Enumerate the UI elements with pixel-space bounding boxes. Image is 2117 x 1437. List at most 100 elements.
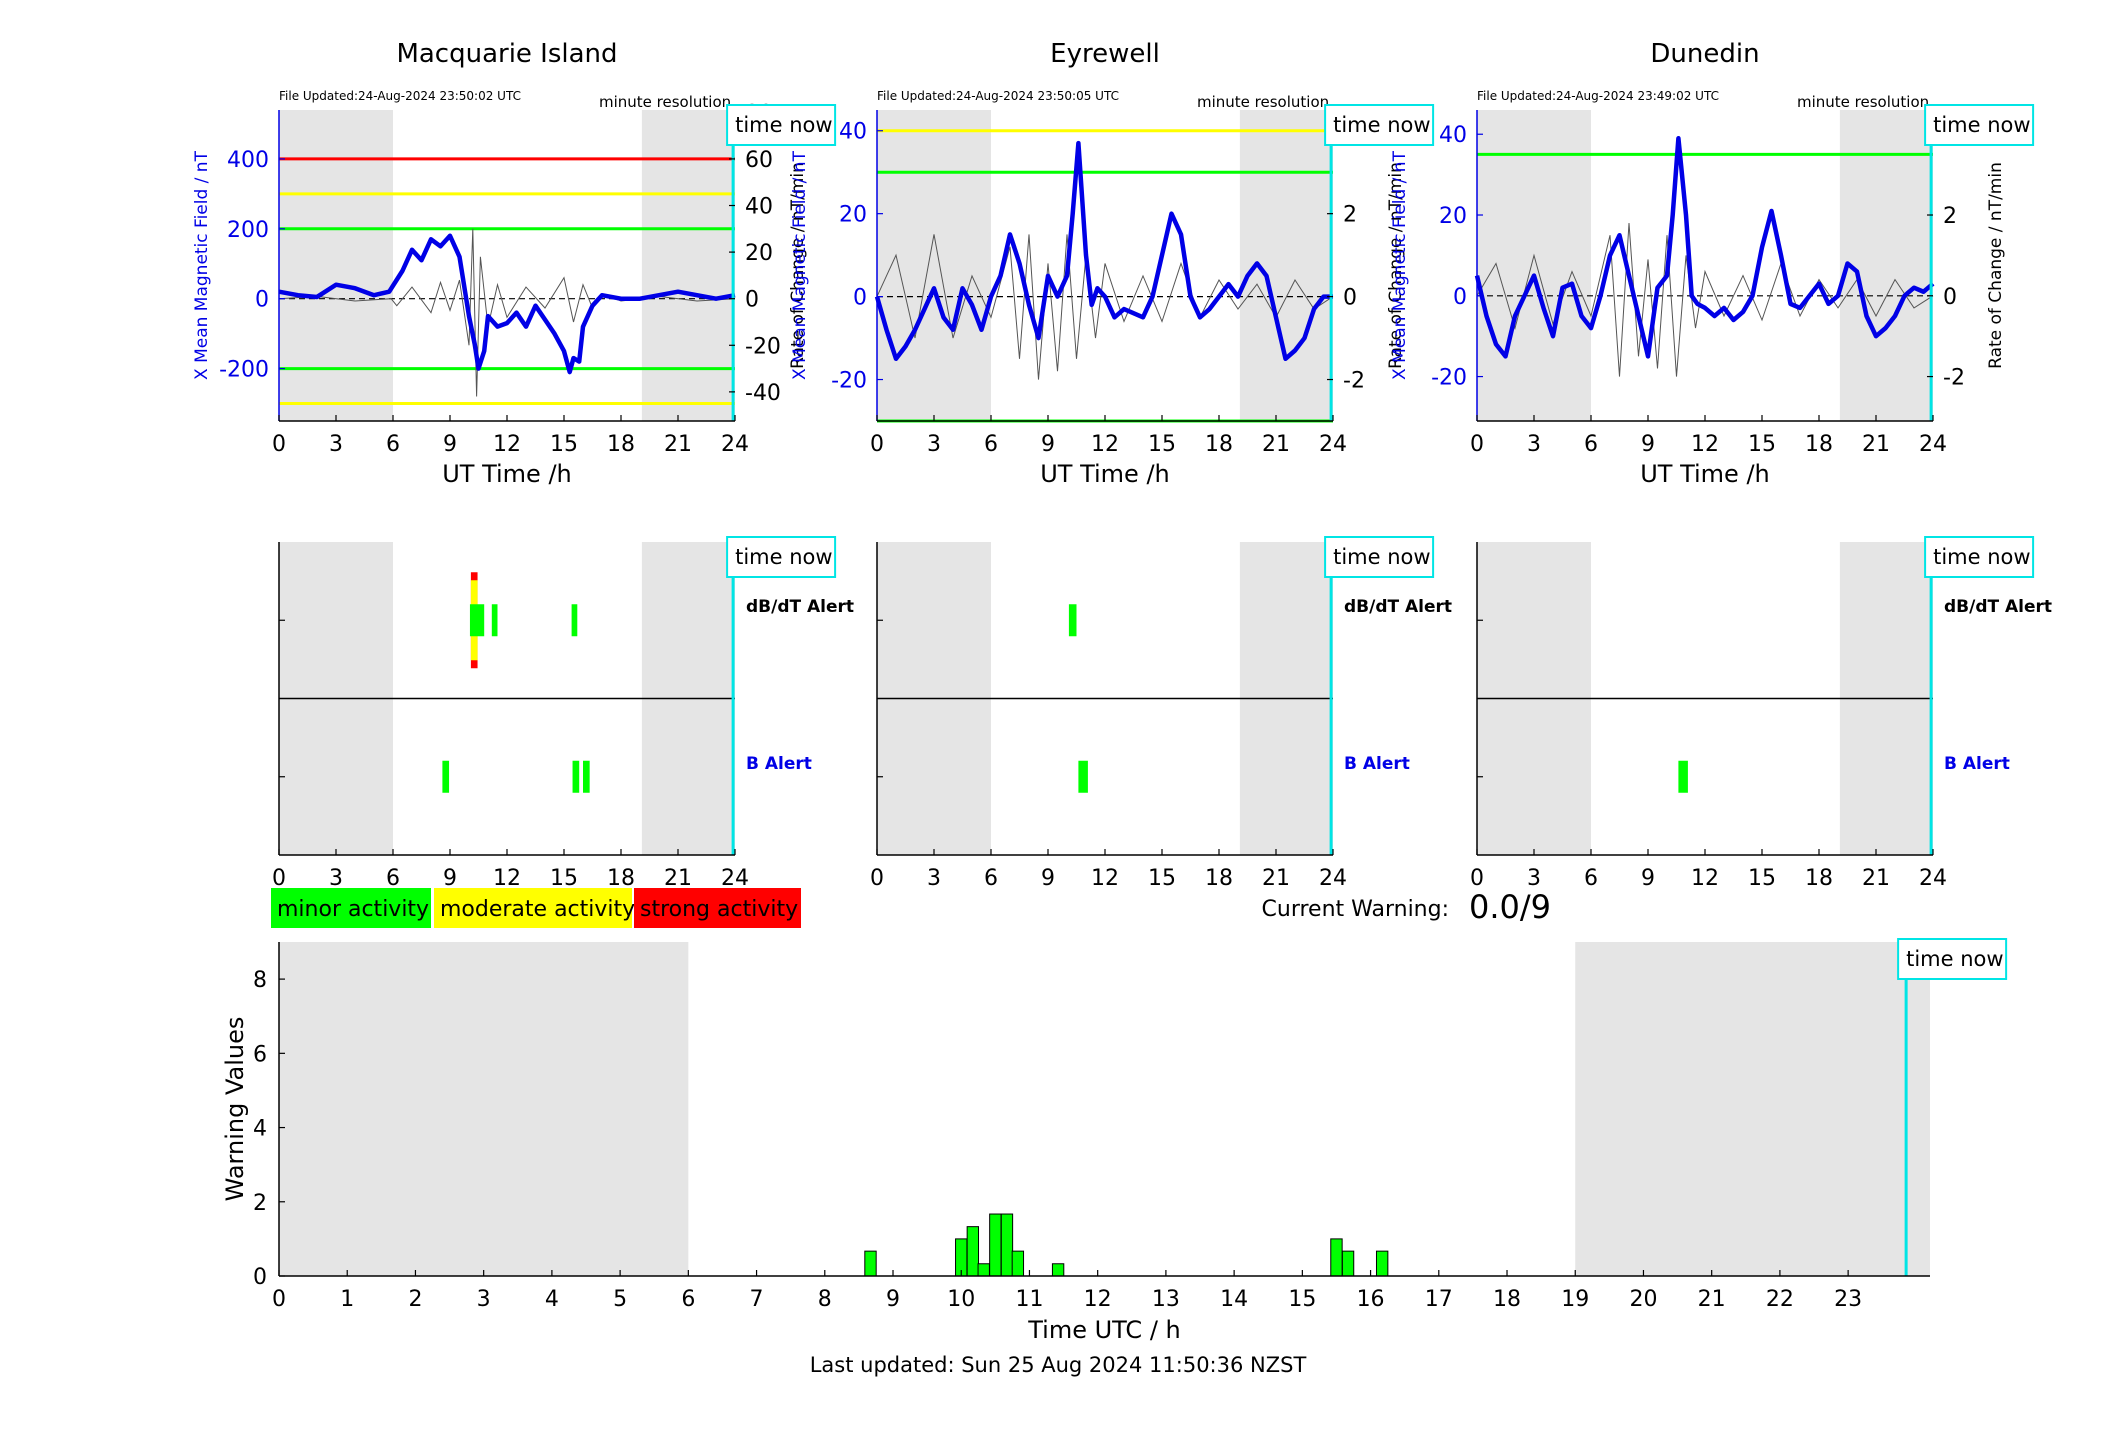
y-right-tick-label: 2: [1343, 203, 1357, 228]
x-axis-label: UT Time /h: [442, 460, 572, 488]
x-tick-label: 5: [613, 1287, 627, 1312]
x-tick-label: 24: [1919, 432, 1947, 457]
time-now-label: time now: [735, 545, 832, 569]
x-tick-label: 15: [1148, 866, 1176, 891]
x-tick-label: 9: [1641, 432, 1655, 457]
x-tick-label: 21: [1862, 866, 1890, 891]
y-right-tick-label: -40: [745, 381, 781, 406]
x-tick-label: 3: [477, 1287, 491, 1312]
x-tick-label: 15: [1148, 432, 1176, 457]
y-right-axis-label: Rate of Change / nT/min: [1386, 162, 1406, 369]
x-tick-label: 0: [1470, 432, 1484, 457]
x-tick-label: 8: [818, 1287, 832, 1312]
legend-swatch-strong: [634, 888, 801, 928]
x-tick-label: 12: [1091, 866, 1119, 891]
y-tick-label: 2: [253, 1191, 267, 1216]
y-right-axis-label: Rate of Change / nT/min: [1986, 162, 2006, 369]
night-shade: [1839, 110, 1933, 421]
y-right-tick-label: 0: [1343, 286, 1357, 311]
x-tick-label: 0: [1470, 866, 1484, 891]
x-tick-label: 11: [1015, 1287, 1043, 1312]
warning-bar: [1011, 1250, 1025, 1277]
y-right-tick-label: -20: [745, 334, 781, 359]
x-tick-label: 24: [1319, 866, 1347, 891]
x-tick-label: 9: [886, 1287, 900, 1312]
x-tick-label: 18: [607, 866, 635, 891]
warning-bar: [977, 1263, 990, 1277]
x-tick-label: 0: [870, 866, 884, 891]
x-tick-label: 18: [1205, 432, 1233, 457]
x-tick-label: 12: [1691, 432, 1719, 457]
station-chart-1: 03691215182124-2002040-2024EyrewellFile …: [790, 39, 1435, 488]
row-label-b: B Alert: [1344, 754, 1410, 774]
time-now-box: [1924, 104, 2035, 146]
x-tick-label: 6: [984, 432, 998, 457]
legend-swatch-minor: [271, 888, 431, 928]
time-now-label: time now: [735, 113, 832, 137]
x-tick-label: 21: [664, 866, 692, 891]
x-tick-label: 24: [721, 432, 749, 457]
x-mean-field-line: [1474, 136, 1935, 359]
x-tick-label: 0: [870, 432, 884, 457]
y-left-axis-label: X Mean Magnetic Field / nT: [790, 150, 810, 380]
time-now-marker: time now: [1897, 938, 2008, 980]
x-tick-label: 0: [272, 432, 286, 457]
alert-bar-minor: [583, 760, 590, 793]
x-tick-label: 7: [750, 1287, 764, 1312]
x-tick-label: 3: [1527, 432, 1541, 457]
alert-chart-1: 0 3 6 9 12 15 18 21 24 dB/dT Alert B Alert time now: [870, 536, 1452, 891]
y-right-tick-label: 2: [1943, 204, 1957, 229]
y-left-tick-label: 0: [853, 286, 867, 311]
x-tick-label: 18: [1805, 432, 1833, 457]
night-shade: [1575, 942, 1930, 1276]
warning-values-chart: 0 1 2 3 4 5 6 7 8 9 10 11 12 13 14 15 16 17 18 19 20 21 22 2302…: [221, 938, 2008, 1344]
x-tick-label: 18: [1205, 866, 1233, 891]
alert-bar-minor: [1078, 760, 1088, 793]
alert-bar-minor: [442, 760, 450, 793]
y-tick-label: 8: [253, 968, 267, 993]
y-left-tick-label: -20: [1431, 366, 1467, 391]
y-left-tick-label: -20: [831, 369, 867, 394]
row-label-b: B Alert: [746, 754, 812, 774]
x-tick-label: 6: [984, 866, 998, 891]
y-right-tick-label: 0: [1943, 285, 1957, 310]
resolution-label: minute resolution: [1797, 93, 1929, 111]
y-tick-label: 6: [253, 1042, 267, 1067]
x-tick-label: 16: [1357, 1287, 1385, 1312]
x-tick-label: 18: [1493, 1287, 1521, 1312]
last-updated-text: Last updated: Sun 25 Aug 2024 11:50:36 N…: [810, 1353, 1307, 1377]
alert-bar-minor: [572, 760, 580, 793]
x-tick-label: 12: [1091, 432, 1119, 457]
time-now-marker: time now: [1324, 104, 1435, 146]
alert-chart-0: 0 3 6 9 12 15 18 21 24 dB/dT Alert B Alert time now: [272, 536, 854, 891]
y-left-axis-label: X Mean Magnetic Field / nT: [1390, 150, 1410, 380]
x-tick-label: 9: [1641, 866, 1655, 891]
warning-bar: [1341, 1250, 1355, 1277]
current-warning-label: Current Warning:: [1262, 897, 1449, 922]
resolution-label: minute resolution: [1197, 93, 1329, 111]
y-left-tick-label: 40: [1439, 123, 1467, 148]
warning-bar: [864, 1250, 877, 1277]
x-axis-label: Time UTC / h: [1027, 1316, 1181, 1344]
time-now-label: time now: [1906, 947, 2003, 971]
alert-bar-minor: [1678, 760, 1688, 793]
rate-of-change-line: [1476, 223, 1934, 377]
y-left-axis-label: X Mean Magnetic Field / nT: [192, 150, 212, 380]
warning-bar: [1000, 1213, 1014, 1277]
alert-bar-minor: [1068, 604, 1077, 637]
night-shade: [1477, 110, 1591, 421]
x-tick-label: 6: [1584, 432, 1598, 457]
x-tick-label: 10: [947, 1287, 975, 1312]
x-axis-label: UT Time /h: [1640, 460, 1770, 488]
x-tick-label: 1: [340, 1287, 354, 1312]
x-tick-label: 2: [408, 1287, 422, 1312]
x-tick-label: 6: [386, 866, 400, 891]
x-tick-label: 12: [493, 432, 521, 457]
x-tick-label: 15: [1748, 432, 1776, 457]
y-right-tick-label: 40: [745, 195, 773, 220]
x-tick-label: 15: [1288, 1287, 1316, 1312]
activity-legend: minor activity moderate activity strong ac…: [271, 888, 801, 928]
time-now-marker: time now: [1924, 536, 2035, 578]
legend-label-strong: strong activity: [640, 897, 798, 922]
row-label-b: B Alert: [1944, 754, 2010, 774]
